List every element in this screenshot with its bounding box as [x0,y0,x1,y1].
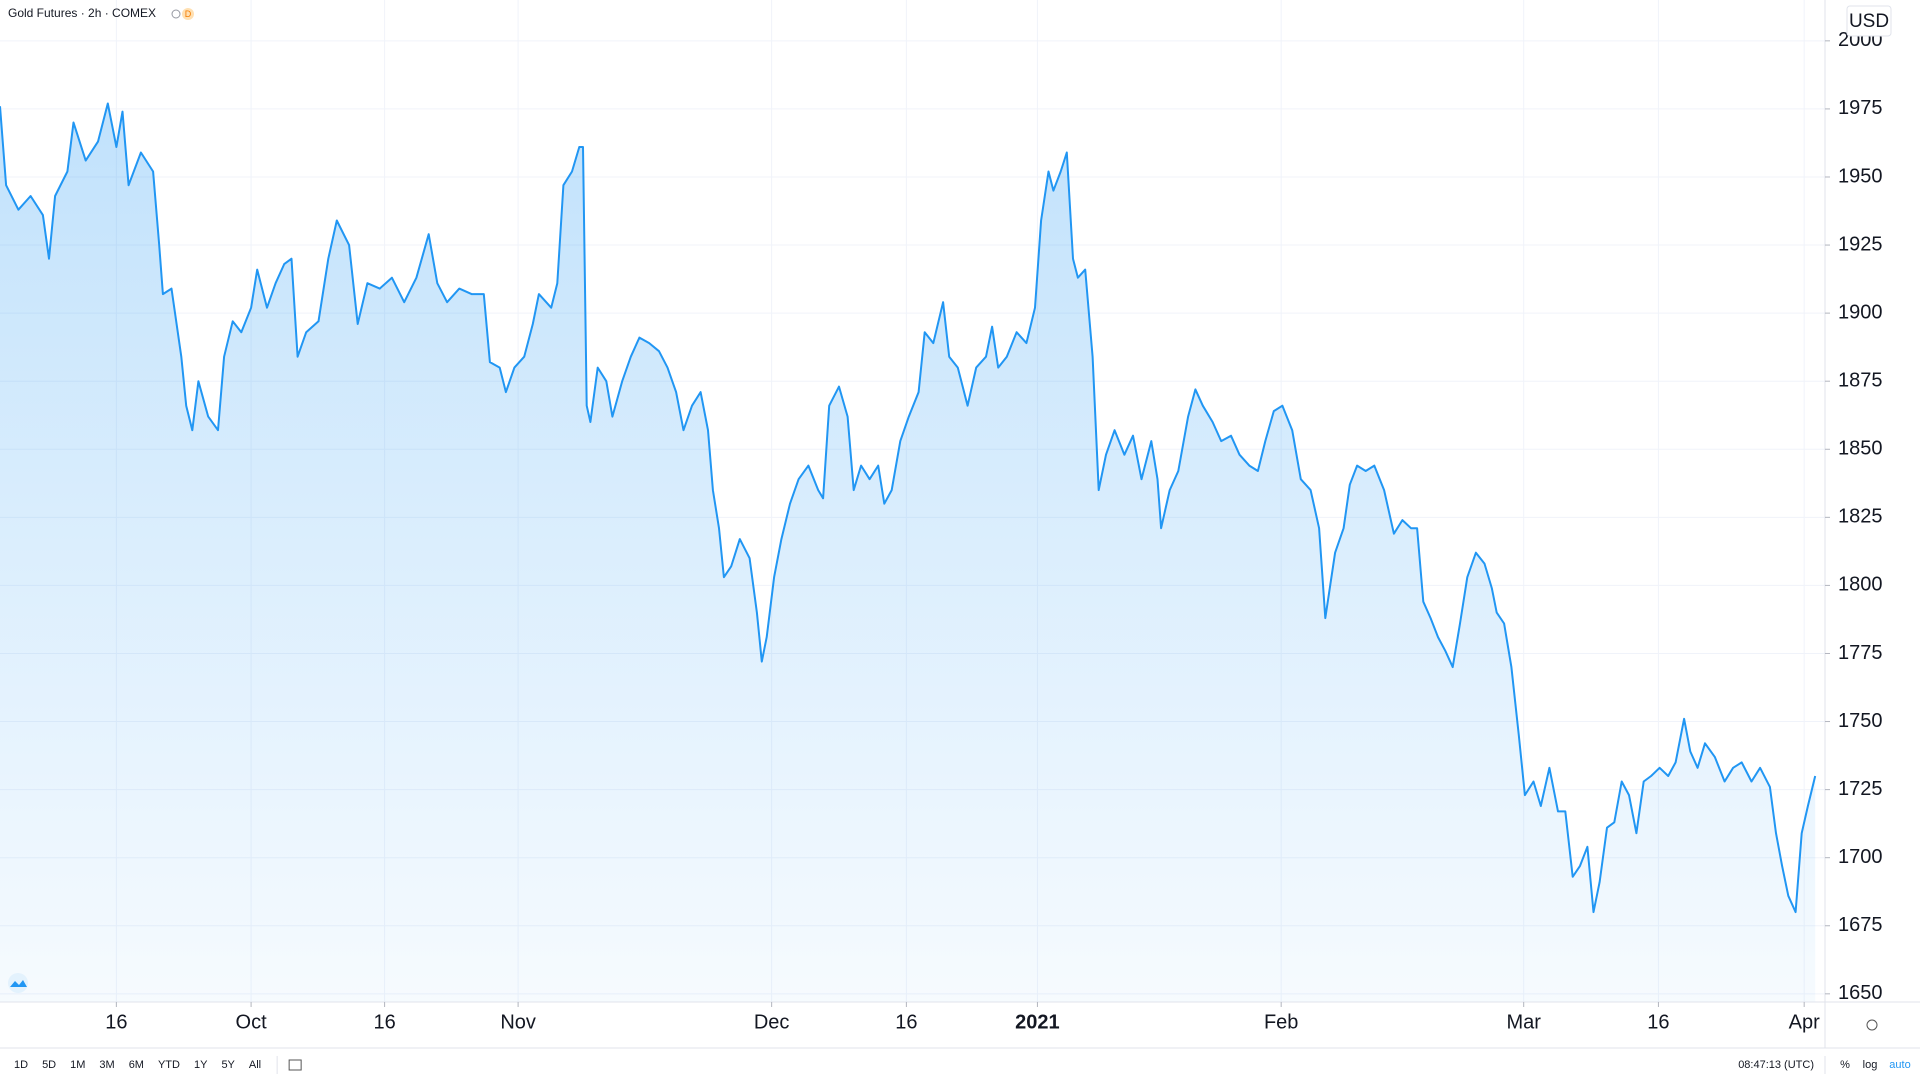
range-button[interactable]: All [249,1059,261,1071]
settings-icon[interactable] [1866,1019,1878,1031]
y-tick-label: 1750 [1838,710,1883,732]
plot [0,102,1817,1002]
status-icon [171,9,181,19]
range-button[interactable]: 1Y [194,1059,208,1071]
range-button[interactable]: 5Y [221,1059,235,1071]
y-tick-label: 1675 [1838,914,1883,936]
toolbar: 1D 5D 1M 3M 6M YTD 1Y 5Y All 08:47:13 (UTC)% log au… [14,1056,1911,1074]
y-tick-label: 1925 [1838,233,1883,255]
compare-icon[interactable] [288,1059,302,1071]
range-button[interactable]: 3M [99,1059,114,1071]
x-tick-label: 16 [895,1011,917,1033]
x-tick-label: Feb [1264,1011,1298,1033]
range-button[interactable]: 1D [14,1059,28,1071]
x-tick-label: 16 [1647,1011,1669,1033]
y-tick-label: 1700 [1838,846,1883,868]
range-button[interactable]: YTD [158,1059,180,1071]
price-line [0,102,1817,914]
auto-toggle[interactable]: auto [1889,1059,1910,1071]
axes: 1650 1675 1700 1725 1750 1775 1800 1825 1850 1875… [105,29,1882,1033]
y-tick-label: 1800 [1838,574,1883,596]
range-button[interactable]: 1M [70,1059,85,1071]
x-tick-label: Dec [754,1011,790,1033]
log-toggle[interactable]: log [1863,1059,1878,1071]
y-tick-label: 1825 [1838,506,1883,528]
x-tick-label: 16 [373,1011,395,1033]
range-button[interactable]: 5D [42,1059,56,1071]
x-tick-label: Oct [236,1011,268,1033]
badge-bg [182,8,194,20]
y-tick-label: 1850 [1838,438,1883,460]
percent-toggle[interactable]: % [1840,1059,1850,1071]
y-tick-label: 1875 [1838,369,1883,391]
x-tick-label: 2021 [1015,1011,1060,1033]
y-tick-label: 1650 [1838,982,1883,1004]
range-button[interactable]: 6M [129,1059,144,1071]
x-tick-label: Mar [1506,1011,1541,1033]
area-fill [0,103,1816,1002]
badge: D [185,9,192,19]
symbol-title: Gold Futures · 2h · COMEX [8,6,156,20]
y-tick-label: 1975 [1838,97,1883,119]
y-tick-label: 1725 [1838,778,1883,800]
clock: 08:47:13 (UTC) [1738,1059,1814,1071]
x-tick-label: Apr [1789,1011,1820,1033]
y-tick-label: 1950 [1838,165,1883,187]
logo[interactable] [8,973,28,993]
x-tick-label: Nov [500,1011,536,1033]
y-tick-label: 1775 [1838,642,1883,664]
currency-button[interactable] [1846,5,1892,37]
currency-label[interactable]: USD [1849,11,1889,32]
y-tick-label: 1900 [1838,301,1883,323]
x-tick-label: 16 [105,1011,127,1033]
